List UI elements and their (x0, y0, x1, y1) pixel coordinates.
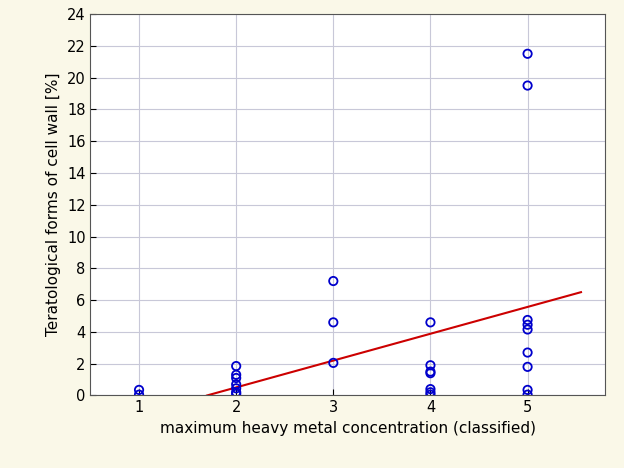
Point (426, 369, 436, 377)
Point (231, 388, 241, 396)
Point (328, 359, 338, 366)
Point (426, 385, 436, 393)
Point (522, 349, 532, 356)
Point (231, 390, 241, 398)
Point (522, 326, 532, 333)
Point (522, 386, 532, 394)
Point (522, 391, 532, 398)
Point (231, 374, 241, 382)
Point (231, 380, 241, 388)
Point (231, 385, 241, 392)
Point (426, 388, 436, 396)
Point (328, 319, 338, 326)
X-axis label: maximum heavy metal concentration (classified): maximum heavy metal concentration (class… (160, 421, 536, 436)
Point (426, 361, 436, 369)
Point (522, 316, 532, 324)
Point (426, 319, 436, 326)
Point (522, 82, 532, 89)
Point (231, 362, 241, 370)
Point (522, 50, 532, 58)
Y-axis label: Teratological forms of cell wall [%]: Teratological forms of cell wall [%] (46, 73, 61, 336)
Point (426, 391, 436, 398)
Point (426, 368, 436, 375)
Point (522, 363, 532, 371)
Point (134, 391, 144, 398)
Point (328, 277, 338, 285)
Point (231, 371, 241, 379)
Point (522, 321, 532, 329)
Point (134, 386, 144, 394)
